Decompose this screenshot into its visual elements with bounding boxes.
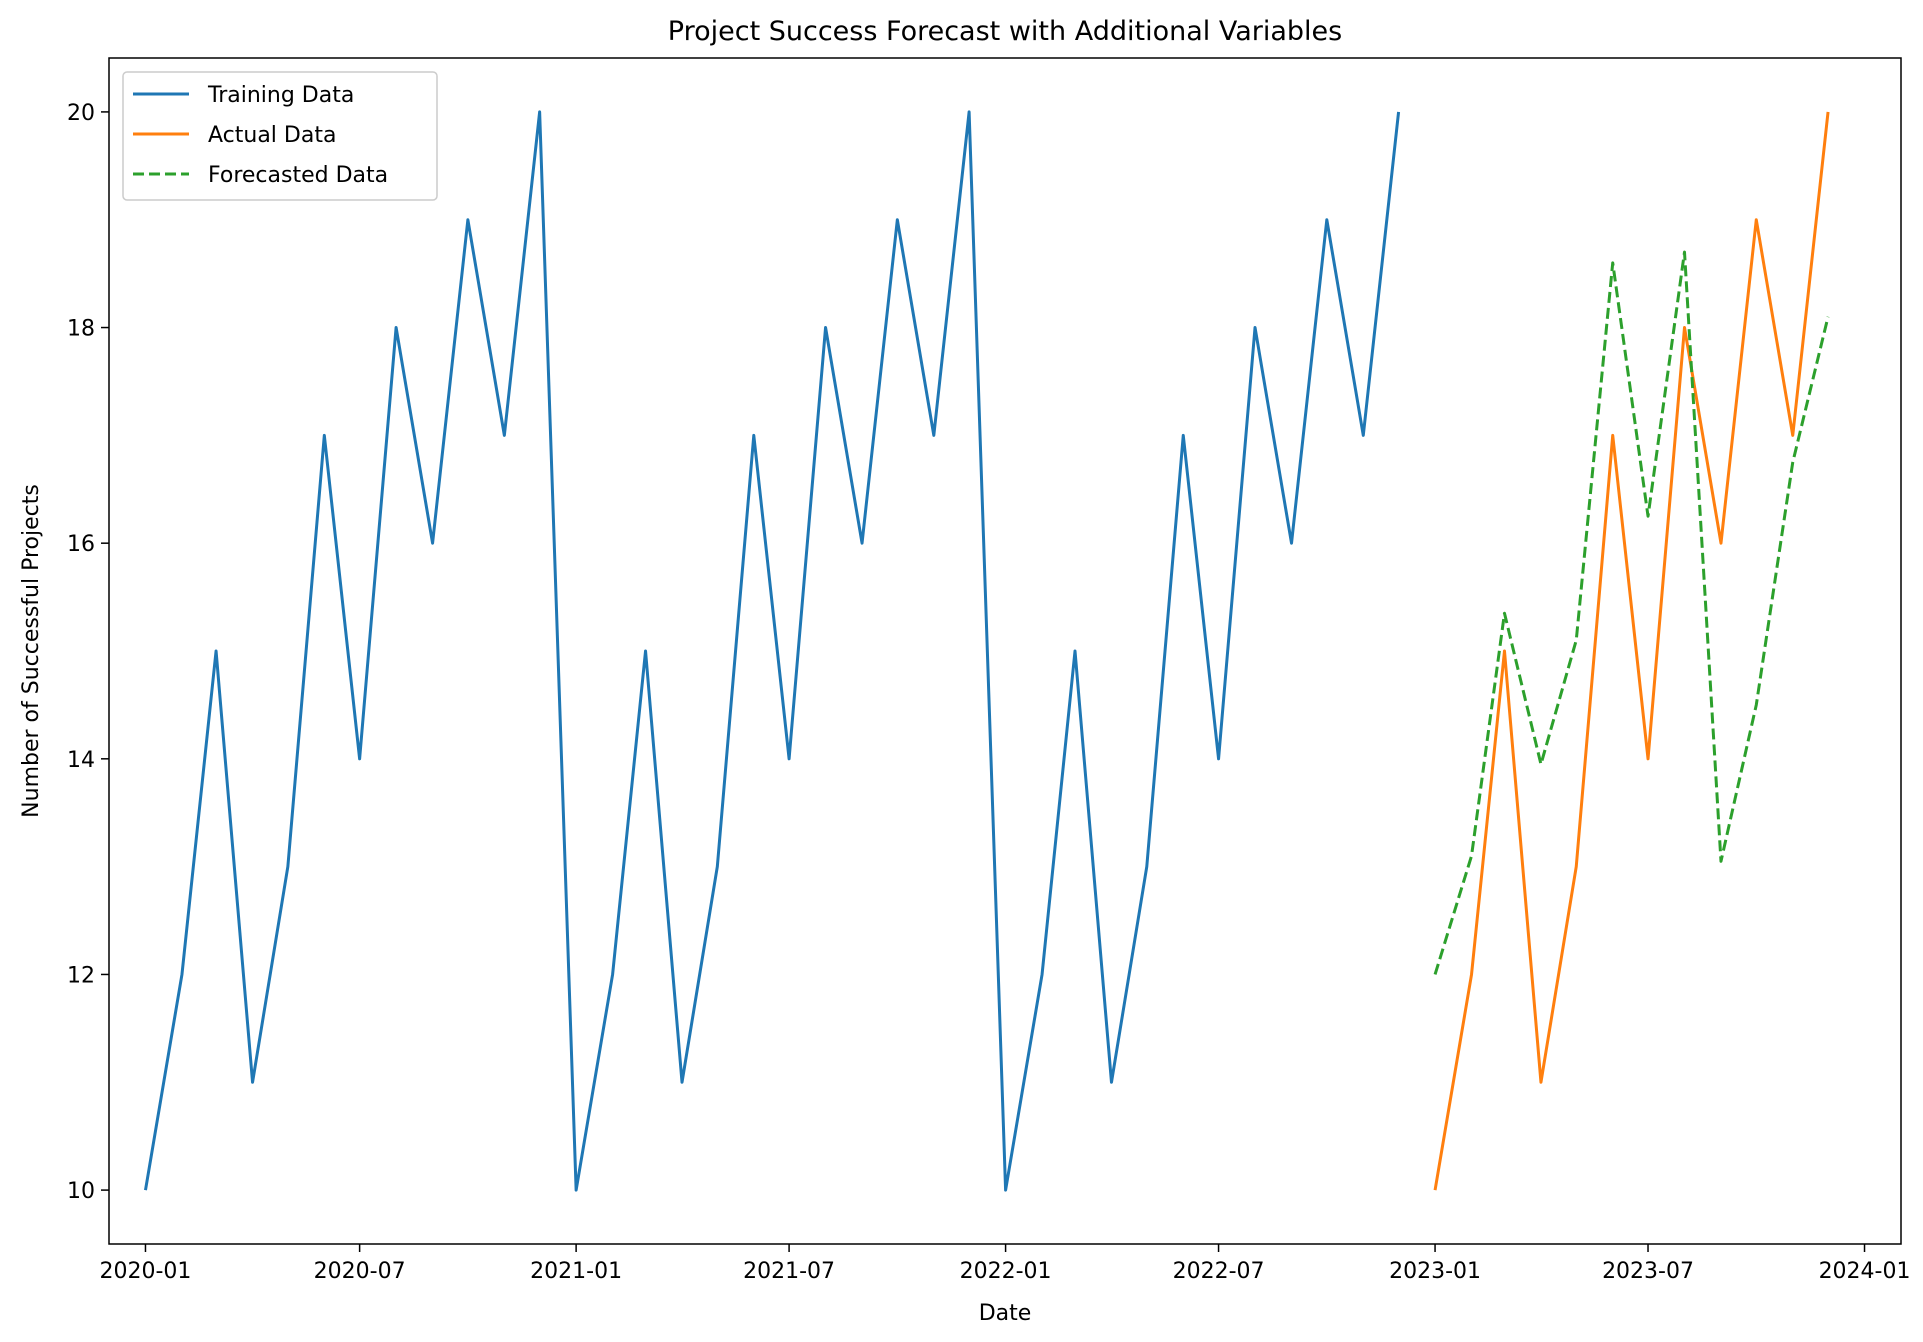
series-layer (144, 110, 1830, 1192)
x-tick-label: 2023-07 (1602, 1259, 1694, 1284)
legend-label-actual-data: Actual Data (208, 123, 336, 148)
x-axis-label: Date (979, 1301, 1032, 1326)
legend-box (122, 71, 438, 201)
legend-label-forecasted-data: Forecasted Data (208, 163, 388, 188)
series-line-forecasted-data (1433, 250, 1830, 975)
legend: Training Data Actual Data Forecasted Data (122, 71, 438, 201)
chart-title: Project Success Forecast with Additional… (668, 16, 1342, 47)
y-tick-label: 20 (67, 101, 95, 126)
x-tick-label: 2021-07 (743, 1259, 835, 1284)
series-line-actual-data (1433, 111, 1830, 1191)
y-tick-label: 14 (67, 748, 95, 773)
legend-label-training-data: Training Data (207, 83, 354, 108)
x-tick-label: 2022-01 (960, 1259, 1052, 1284)
x-tick-label: 2022-07 (1173, 1259, 1265, 1284)
y-tick-label: 12 (67, 963, 95, 988)
x-axis: 2020-01 2020-07 2021-01 2021-07 2022-01 2022-… (100, 1244, 1911, 1284)
y-tick-label: 16 (67, 532, 95, 557)
x-tick-label: 2021-01 (530, 1259, 622, 1284)
x-tick-label: 2020-01 (100, 1259, 192, 1284)
x-tick-label: 2023-01 (1389, 1259, 1481, 1284)
y-axis: 10 12 14 16 18 20 (67, 101, 109, 1204)
x-tick-label: 2020-07 (314, 1259, 406, 1284)
series-line-training-data (144, 110, 1401, 1192)
y-tick-label: 18 (67, 317, 95, 342)
y-axis-label: Number of Successful Projects (19, 484, 44, 818)
x-tick-label: 2024-01 (1819, 1259, 1911, 1284)
y-tick-label: 10 (67, 1179, 95, 1204)
